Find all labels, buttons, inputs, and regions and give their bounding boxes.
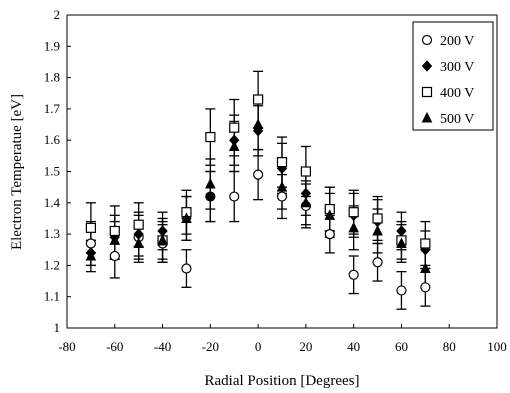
data-point [349, 223, 358, 232]
y-axis-title: Electron Temperatue [eV] [9, 94, 25, 250]
y-tick-label: 1.7 [44, 101, 61, 116]
x-tick-label: -60 [106, 339, 123, 354]
x-tick-label: -20 [202, 339, 219, 354]
y-tick-label: 1.5 [44, 164, 60, 179]
legend-label: 400 V [440, 86, 474, 101]
data-point [230, 123, 239, 132]
y-tick-label: 1.4 [44, 195, 61, 210]
data-point [278, 158, 287, 167]
x-tick-label: 60 [395, 339, 408, 354]
legend-label: 300 V [440, 60, 474, 75]
data-point [421, 283, 430, 292]
legend: 200 V 300 V 400 V 500 V [413, 22, 493, 130]
y-tick-label: 1.6 [44, 132, 61, 147]
y-tick-label: 1.3 [44, 226, 60, 241]
data-point [397, 286, 406, 295]
data-point [86, 239, 95, 248]
data-point [254, 120, 263, 129]
legend-label: 200 V [440, 34, 474, 49]
data-point [230, 141, 239, 150]
legend-label: 500 V [440, 112, 474, 127]
data-point [182, 264, 191, 273]
data-point [230, 192, 239, 201]
x-tick-label: -40 [154, 339, 171, 354]
x-tick-label: 20 [299, 339, 312, 354]
x-axis-title: Radial Position [Degrees] [205, 373, 360, 389]
data-point [373, 214, 382, 223]
data-point [421, 239, 430, 248]
data-marks [86, 71, 430, 309]
y-tick-label: 1.8 [44, 70, 60, 85]
data-point [349, 208, 358, 217]
data-point [206, 179, 215, 188]
x-tick-label: 100 [487, 339, 507, 354]
y-tick-label: 1.1 [44, 289, 60, 304]
data-point [134, 220, 143, 229]
y-tick-label: 1 [54, 320, 61, 335]
data-point [373, 258, 382, 267]
data-point [397, 226, 406, 236]
data-point [110, 252, 119, 261]
data-point [254, 95, 263, 104]
x-tick-label: -80 [58, 339, 75, 354]
data-point [301, 167, 310, 176]
legend-marker [423, 36, 432, 45]
legend-marker [423, 88, 432, 97]
data-point [325, 230, 334, 239]
x-tick-label: 80 [443, 339, 456, 354]
data-point [349, 270, 358, 279]
x-tick-label: 0 [255, 339, 262, 354]
data-point [110, 226, 119, 235]
data-point [86, 223, 95, 232]
data-point [278, 192, 287, 201]
y-tick-label: 1.9 [44, 38, 60, 53]
y-tick-label: 2 [54, 7, 61, 22]
x-tick-label: 40 [347, 339, 360, 354]
data-point [206, 133, 215, 142]
data-point [254, 170, 263, 179]
y-tick-label: 1.2 [44, 257, 60, 272]
data-point [373, 226, 382, 235]
